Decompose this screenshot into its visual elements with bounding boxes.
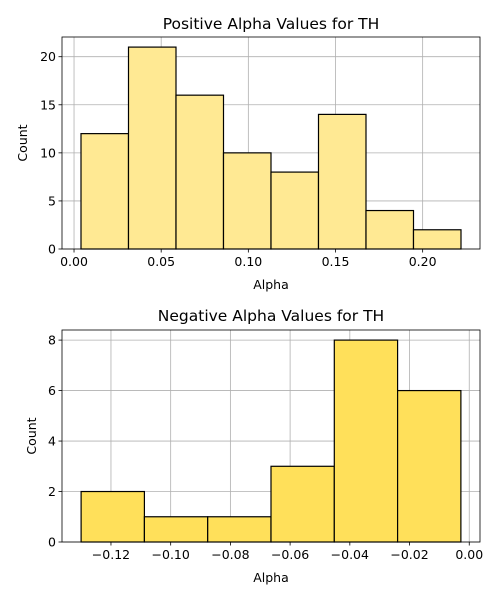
histogram-bar — [222, 152, 272, 250]
histogram-bar — [333, 339, 399, 543]
y-tick-label: 15 — [40, 97, 56, 112]
y-tick-label: 20 — [40, 49, 56, 64]
bars — [80, 46, 462, 250]
histogram-bar — [396, 389, 462, 543]
x-tick-label: 0.00 — [60, 254, 88, 269]
positive-alpha-histogram: Positive Alpha Values for TH 0.00 0.05 0.1… — [15, 15, 481, 292]
histogram-bar — [175, 94, 225, 250]
y-tick-label: 2 — [48, 484, 56, 499]
histogram-bar — [80, 133, 130, 250]
axes-frame — [61, 329, 481, 543]
x-tick-label: 0.05 — [147, 254, 175, 269]
histogram-bar — [80, 490, 146, 543]
x-tick-label: −0.02 — [390, 547, 428, 562]
x-tick-label: 0.20 — [409, 254, 437, 269]
histogram-bar — [270, 465, 335, 543]
x-tick-label: −0.10 — [152, 547, 190, 562]
x-axis-label: Alpha — [253, 277, 289, 292]
y-tick-label: 8 — [48, 333, 56, 348]
x-tick-label: −0.12 — [92, 547, 130, 562]
histogram-bar — [412, 229, 462, 250]
y-tick-label: 5 — [48, 193, 56, 208]
y-axis-label: Count — [15, 124, 30, 161]
y-tick-label: 6 — [48, 383, 56, 398]
axes-frame — [61, 36, 481, 250]
chart-title: Positive Alpha Values for TH — [163, 15, 380, 33]
y-axis-ticks: 0 2 4 6 8 — [48, 333, 62, 550]
x-axis-ticks: 0.00 0.05 0.10 0.15 0.20 — [60, 249, 437, 269]
y-tick-label: 0 — [48, 242, 56, 257]
bars — [80, 339, 462, 543]
x-tick-label: 0.00 — [455, 547, 483, 562]
histogram-bar — [143, 516, 209, 543]
x-axis-ticks: −0.12 −0.10 −0.08 −0.06 −0.04 −0.02 0.00 — [92, 542, 483, 562]
histogram-bar — [317, 113, 367, 250]
x-tick-label: −0.08 — [211, 547, 249, 562]
y-axis-ticks: 0 5 10 15 20 — [40, 49, 62, 257]
histogram-bar — [127, 46, 177, 250]
histogram-bar — [207, 516, 272, 543]
x-tick-label: −0.04 — [331, 547, 369, 562]
chart-title: Negative Alpha Values for TH — [158, 307, 384, 325]
x-tick-label: −0.06 — [271, 547, 309, 562]
histogram-bar — [365, 209, 415, 250]
x-tick-label: 0.10 — [234, 254, 262, 269]
y-tick-label: 0 — [48, 535, 56, 550]
y-axis-label: Count — [24, 417, 39, 454]
x-tick-label: 0.15 — [322, 254, 350, 269]
histogram-bar — [270, 171, 320, 250]
y-tick-label: 4 — [48, 434, 56, 449]
negative-alpha-histogram: Negative Alpha Values for TH −0.12 −0.10−… — [24, 307, 483, 585]
x-axis-label: Alpha — [253, 570, 289, 585]
y-tick-label: 10 — [40, 145, 56, 160]
